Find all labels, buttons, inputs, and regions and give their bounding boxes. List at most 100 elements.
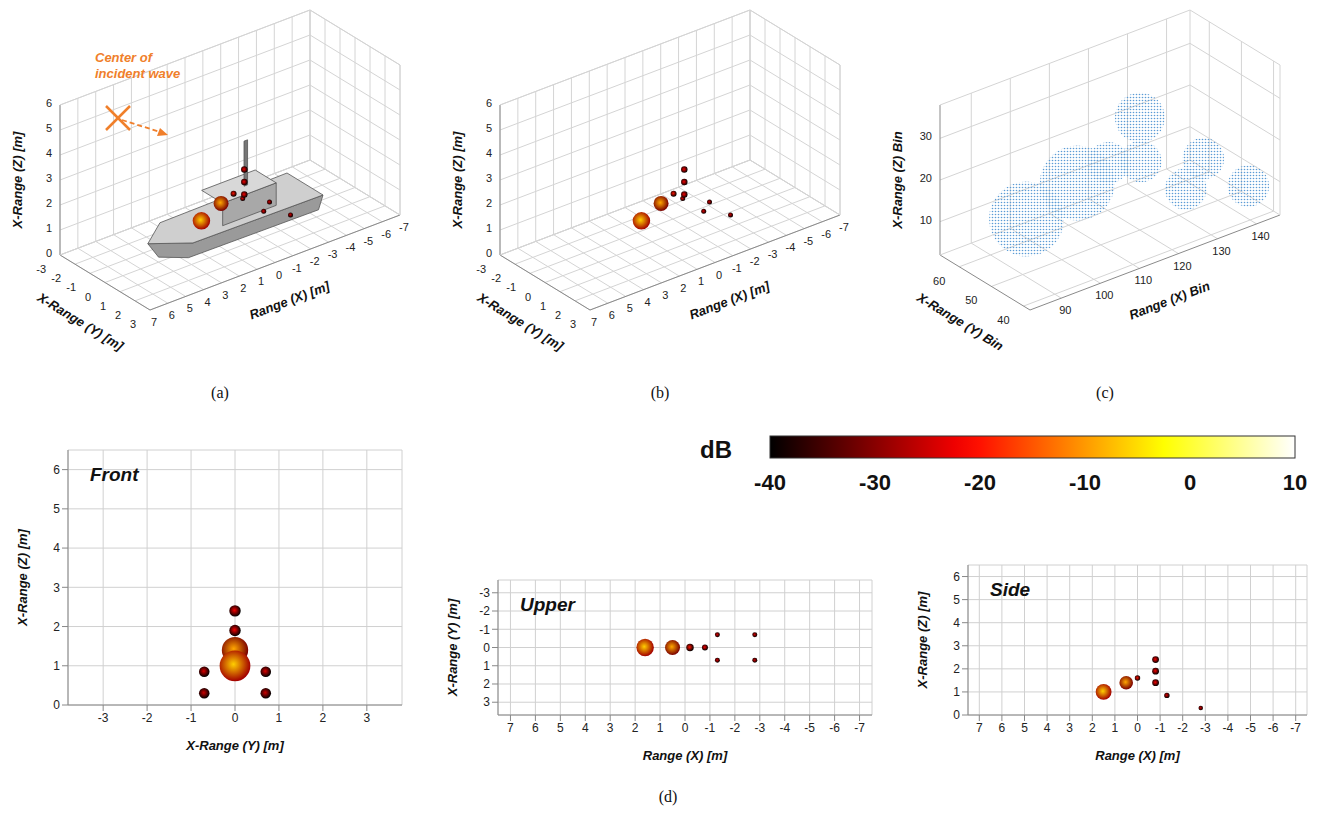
svg-text:-3: -3 (328, 248, 338, 260)
svg-text:-3: -3 (98, 711, 109, 725)
svg-text:2: 2 (53, 620, 60, 634)
svg-text:-3: -3 (479, 586, 490, 600)
svg-text:6: 6 (609, 309, 615, 321)
svg-text:6: 6 (53, 463, 60, 477)
svg-text:3: 3 (1066, 721, 1073, 735)
svg-text:-1: -1 (1155, 721, 1166, 735)
svg-text:X-Range (Z) [m]: X-Range (Z) [m] (450, 131, 465, 229)
svg-text:-6: -6 (1268, 721, 1279, 735)
svg-text:-7: -7 (839, 221, 849, 233)
svg-text:3: 3 (483, 695, 490, 709)
svg-text:7: 7 (976, 721, 983, 735)
svg-text:X-Range (Y) [m]: X-Range (Y) [m] (445, 598, 460, 697)
svg-text:-4: -4 (346, 241, 356, 253)
svg-text:-2: -2 (51, 272, 61, 284)
svg-text:X-Range (Z) [m]: X-Range (Z) [m] (15, 528, 30, 626)
svg-text:-3: -3 (1200, 721, 1211, 735)
svg-text:0: 0 (525, 291, 531, 303)
svg-text:3: 3 (53, 581, 60, 595)
svg-text:5: 5 (627, 302, 633, 314)
svg-text:130: 130 (1212, 245, 1230, 257)
svg-text:Range (X) [m]: Range (X) [m] (247, 278, 332, 322)
svg-text:-2: -2 (1177, 721, 1188, 735)
svg-text:3: 3 (222, 289, 228, 301)
svg-text:-1: -1 (506, 281, 516, 293)
svg-text:-1: -1 (186, 711, 197, 725)
svg-text:5: 5 (187, 302, 193, 314)
svg-text:4: 4 (645, 296, 651, 308)
svg-text:4: 4 (486, 147, 492, 159)
svg-text:1: 1 (1112, 721, 1119, 735)
svg-text:-1: -1 (479, 623, 490, 637)
svg-text:-20: -20 (964, 470, 996, 495)
svg-text:-2: -2 (491, 272, 501, 284)
svg-text:3: 3 (130, 318, 136, 330)
svg-text:-3: -3 (476, 263, 486, 275)
svg-text:6: 6 (46, 97, 52, 109)
svg-text:Range (X) [m]: Range (X) [m] (687, 278, 772, 322)
svg-text:-6: -6 (821, 228, 831, 240)
svg-text:-7: -7 (854, 721, 865, 735)
svg-text:1: 1 (698, 275, 704, 287)
svg-text:7: 7 (591, 316, 597, 328)
svg-text:-2: -2 (142, 711, 153, 725)
svg-text:60: 60 (933, 275, 945, 287)
svg-text:140: 140 (1251, 230, 1269, 242)
svg-text:1: 1 (486, 222, 492, 234)
svg-text:(a): (a) (211, 384, 229, 402)
svg-text:0: 0 (716, 269, 722, 281)
svg-text:0: 0 (1184, 470, 1196, 495)
svg-text:3: 3 (570, 318, 576, 330)
svg-text:2: 2 (632, 721, 639, 735)
svg-text:2: 2 (486, 197, 492, 209)
svg-text:100: 100 (1095, 289, 1113, 301)
svg-text:20: 20 (920, 172, 932, 184)
svg-text:1: 1 (46, 222, 52, 234)
svg-text:X-Range (Y) [m]: X-Range (Y) [m] (474, 289, 566, 354)
svg-text:110: 110 (1135, 274, 1153, 286)
svg-text:1: 1 (53, 659, 60, 673)
svg-text:4: 4 (53, 541, 60, 555)
svg-text:X-Range (Y) [m]: X-Range (Y) [m] (34, 289, 126, 354)
svg-text:2: 2 (320, 711, 327, 725)
svg-text:-1: -1 (705, 721, 716, 735)
svg-text:X-Range (Z) [m]: X-Range (Z) [m] (915, 591, 930, 689)
svg-text:-4: -4 (786, 241, 796, 253)
svg-text:5: 5 (953, 593, 960, 607)
svg-text:120: 120 (1173, 260, 1191, 272)
svg-text:-4: -4 (1223, 721, 1234, 735)
svg-text:4: 4 (1044, 721, 1051, 735)
svg-text:-1: -1 (732, 262, 742, 274)
svg-text:-1: -1 (292, 262, 302, 274)
svg-text:-5: -5 (803, 235, 813, 247)
svg-text:-5: -5 (804, 721, 815, 735)
svg-text:2: 2 (115, 309, 121, 321)
svg-text:-3: -3 (768, 248, 778, 260)
svg-text:50: 50 (965, 294, 977, 306)
svg-text:10: 10 (1283, 470, 1307, 495)
svg-text:(b): (b) (651, 384, 670, 402)
svg-text:2: 2 (483, 677, 490, 691)
svg-text:-2: -2 (730, 721, 741, 735)
svg-text:3: 3 (662, 289, 668, 301)
svg-text:X-Range (Z) Bin: X-Range (Z) Bin (890, 131, 905, 230)
svg-text:-5: -5 (1245, 721, 1256, 735)
svg-text:0: 0 (276, 269, 282, 281)
svg-text:0: 0 (486, 247, 492, 259)
svg-text:5: 5 (557, 721, 564, 735)
svg-text:-10: -10 (1069, 470, 1101, 495)
svg-text:X-Range (Y) Bin: X-Range (Y) Bin (914, 289, 1007, 354)
svg-text:2: 2 (1089, 721, 1096, 735)
svg-text:5: 5 (53, 502, 60, 516)
svg-text:5: 5 (46, 122, 52, 134)
svg-text:Range (X) [m]: Range (X) [m] (643, 748, 728, 763)
svg-text:6: 6 (532, 721, 539, 735)
svg-text:0: 0 (1134, 721, 1141, 735)
svg-text:2: 2 (555, 309, 561, 321)
svg-text:-7: -7 (1290, 721, 1301, 735)
svg-text:4: 4 (205, 296, 211, 308)
svg-text:-2: -2 (310, 255, 320, 267)
svg-text:-6: -6 (829, 721, 840, 735)
svg-text:7: 7 (151, 316, 157, 328)
svg-text:1: 1 (483, 659, 490, 673)
